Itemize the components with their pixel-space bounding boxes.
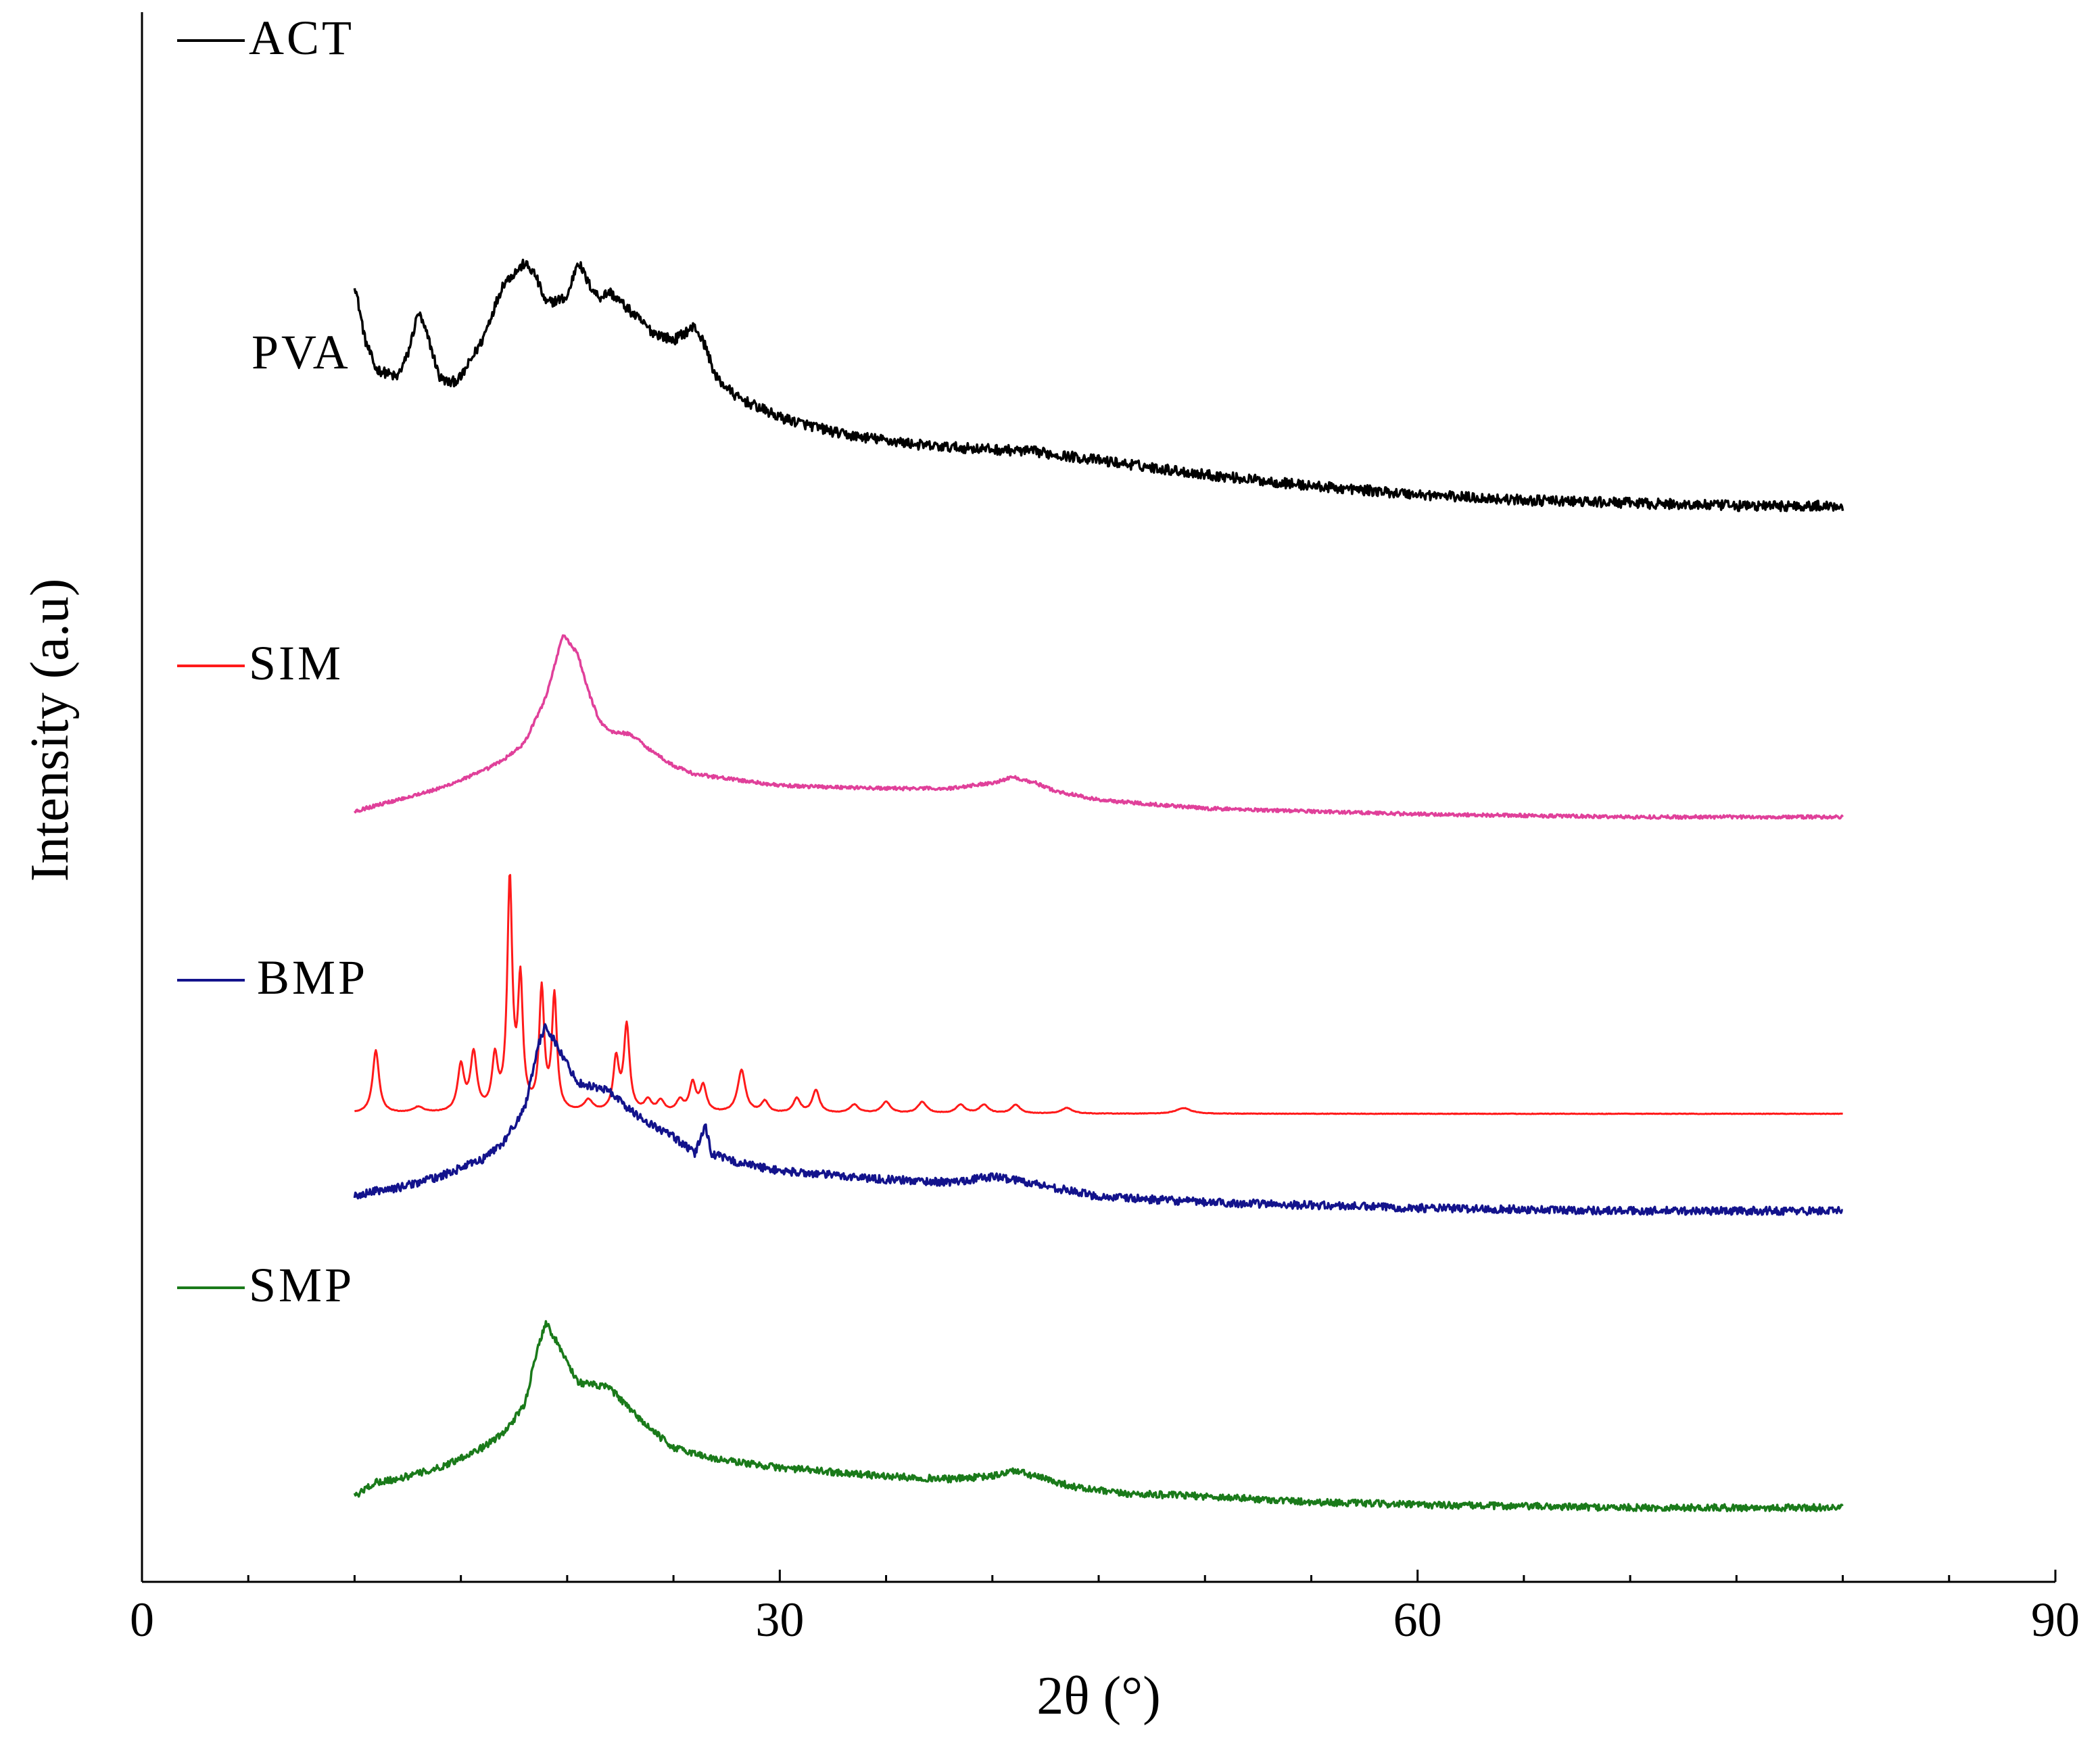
x-tick-label: 0 (130, 1593, 154, 1647)
series-line-bmp (353, 1023, 1844, 1216)
series-line-act (353, 258, 1844, 512)
legend-label-pva: PVA (252, 325, 351, 379)
legend: ACT PVA SIM BMP SMP (177, 11, 368, 1312)
series-layer (353, 258, 1844, 1513)
y-axis-label: Intensity (a.u) (20, 579, 80, 882)
legend-label-bmp: BMP (257, 950, 368, 1005)
x-tick-label: 90 (2031, 1593, 2080, 1647)
legend-label-sim: SIM (249, 636, 343, 690)
x-axis-ticks (141, 1570, 2057, 1582)
legend-label-act: ACT (249, 11, 354, 65)
x-axis-label: 2θ (°) (1036, 1666, 1161, 1726)
series-line-pva (353, 634, 1844, 820)
legend-label-smp: SMP (249, 1258, 354, 1312)
series-line-smp (353, 1320, 1844, 1513)
series-line-sim (354, 873, 1843, 1115)
x-tick-labels: 0 30 60 90 (130, 1593, 2080, 1647)
x-tick-label: 30 (755, 1593, 804, 1647)
x-tick-label: 60 (1393, 1593, 1442, 1647)
